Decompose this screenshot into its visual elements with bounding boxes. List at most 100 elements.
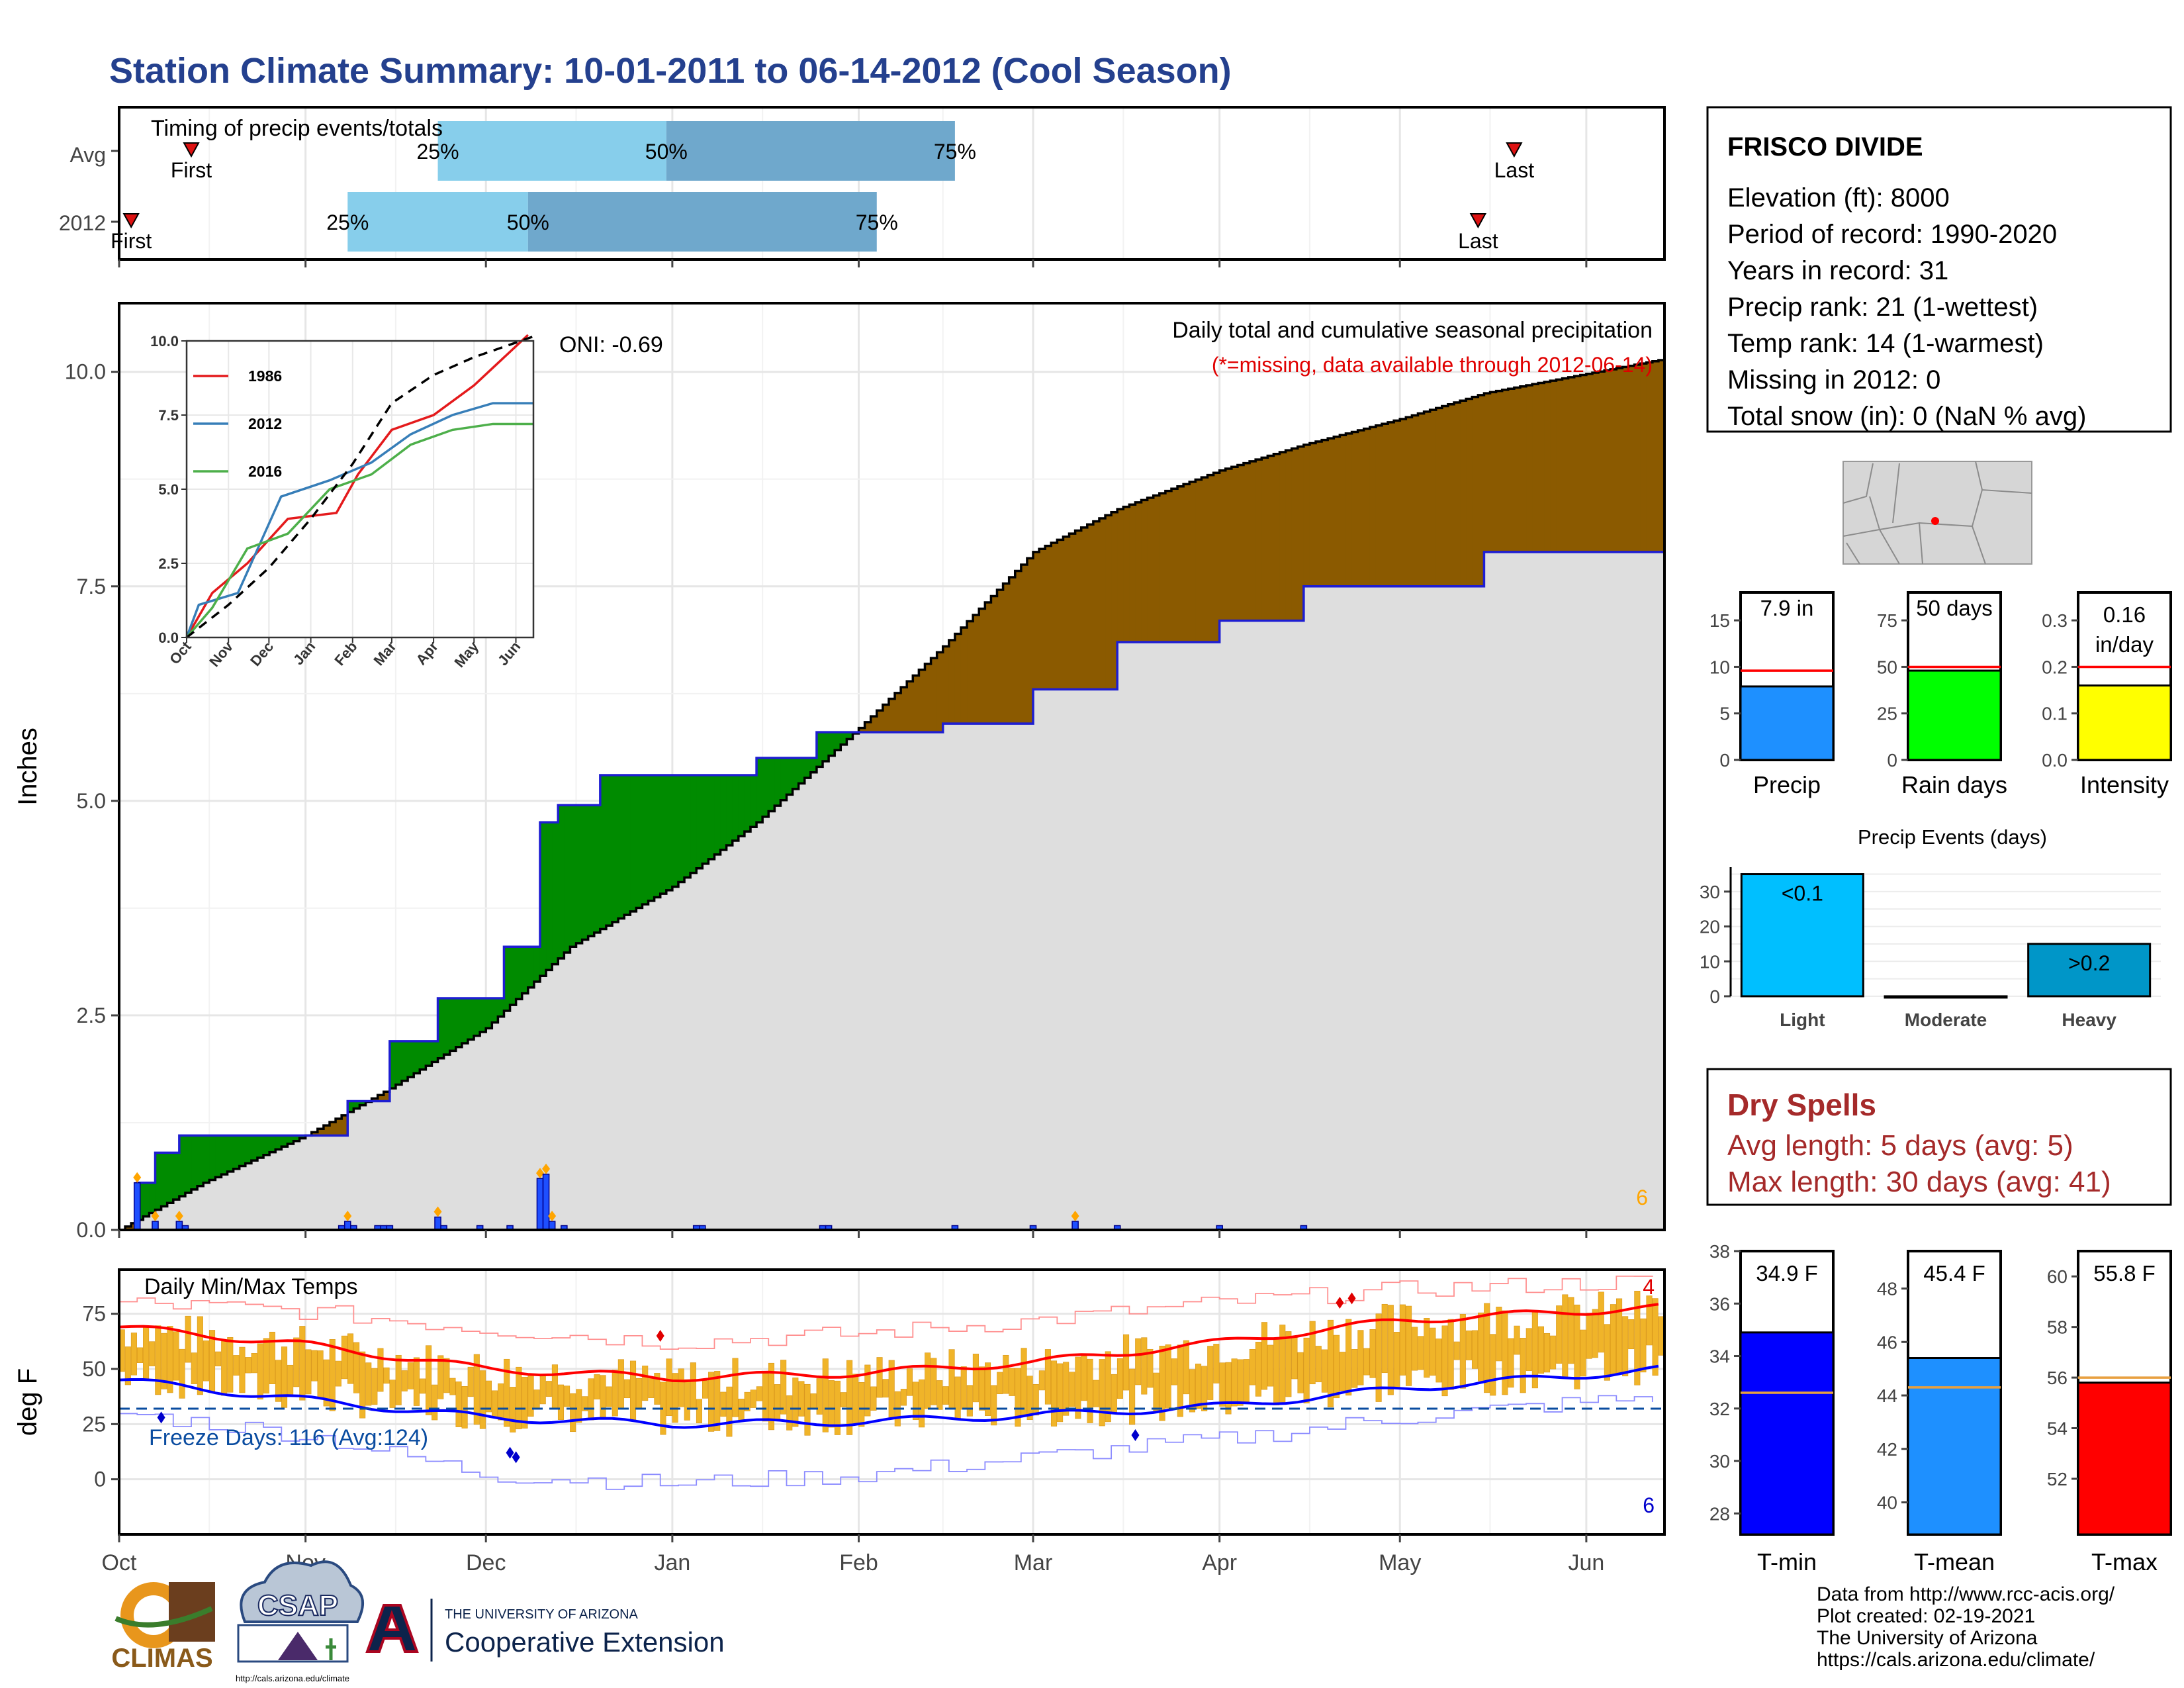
- record-marker: [512, 1451, 520, 1464]
- daily-temp-bar: [828, 1380, 835, 1428]
- x-tick-label: Jan: [654, 1550, 690, 1575]
- daily-temp-bar: [1381, 1303, 1388, 1374]
- dry-spells-avg: Avg length: 5 days (avg: 5): [1727, 1129, 2073, 1162]
- station-info-line: Temp rank: 14 (1-warmest): [1727, 329, 2044, 358]
- season-bar-fill: [2077, 684, 2172, 761]
- daily-temp-bar: [1520, 1337, 1526, 1393]
- surplus-area: [161, 1152, 168, 1207]
- daily-temp-bar: [510, 1387, 516, 1432]
- logo-row: CLIMAS CSAP http://cals.arizona.edu/clim…: [111, 1560, 725, 1683]
- deficit-area: [1466, 399, 1473, 586]
- timing-pct-label: 25%: [326, 211, 369, 234]
- y-tick-label: 0: [1719, 750, 1730, 771]
- daily-temp-bar: [991, 1385, 997, 1426]
- deficit-area: [1334, 436, 1340, 586]
- deficit-area: [125, 1226, 132, 1230]
- surplus-area: [576, 805, 583, 943]
- heavy-event-marker: [1071, 1211, 1079, 1222]
- daily-temp-bar: [1165, 1344, 1171, 1409]
- surplus-area: [233, 1135, 240, 1169]
- y-tick-label: 0.2: [2042, 657, 2068, 677]
- timing-bar-50-75: [666, 121, 955, 181]
- daily-temp-bar: [293, 1337, 300, 1387]
- daily-temp-bar: [179, 1348, 185, 1399]
- timing-pct-label: 50%: [507, 211, 549, 234]
- surplus-area: [269, 1135, 276, 1152]
- y-tick-label: 54: [2047, 1419, 2068, 1439]
- y-tick-label: 40: [1877, 1493, 1897, 1513]
- deficit-area: [1412, 415, 1418, 586]
- daily-temp-bar: [810, 1393, 817, 1410]
- season-bar-label: Rain days: [1901, 771, 2007, 798]
- surplus-area: [467, 998, 475, 1040]
- deficit-area: [1117, 509, 1124, 643]
- surplus-area: [588, 805, 595, 937]
- station-info-line: Years in record: 31: [1727, 256, 1948, 285]
- daily-temp-bar: [1327, 1319, 1334, 1407]
- daily-temp-bar: [972, 1354, 979, 1403]
- page-title: Station Climate Summary: 10-01-2011 to 0…: [109, 51, 1232, 91]
- daily-temp-bar: [774, 1384, 781, 1421]
- surplus-area: [606, 774, 613, 926]
- surplus-area: [564, 805, 570, 953]
- timing-pct-label: 25%: [417, 140, 459, 164]
- daily-temp-bar: [954, 1376, 961, 1419]
- season-bar-label: Precip: [1753, 771, 1821, 798]
- daily-temp-bar: [1315, 1346, 1322, 1383]
- deficit-area: [1087, 524, 1094, 690]
- daily-temp-bar: [696, 1399, 703, 1424]
- heavy-event-marker: [133, 1172, 142, 1183]
- surplus-area: [829, 732, 835, 756]
- deficit-area: [1646, 362, 1653, 552]
- surplus-area: [209, 1135, 216, 1180]
- daily-temp-bar: [185, 1315, 191, 1363]
- daily-temp-bar: [124, 1346, 131, 1385]
- surplus-area: [203, 1135, 210, 1183]
- deficit-area: [1375, 425, 1383, 586]
- deficit-area: [936, 652, 944, 733]
- surplus-area: [257, 1135, 264, 1158]
- deficit-area: [1309, 443, 1316, 586]
- daily-temp-bar: [377, 1348, 384, 1392]
- surplus-area: [185, 1135, 192, 1193]
- deficit-area: [1322, 440, 1328, 586]
- daily-temp-bar: [1297, 1352, 1304, 1393]
- daily-temp-bar: [395, 1354, 402, 1405]
- deficit-area: [1496, 391, 1503, 552]
- deficit-area: [1652, 361, 1659, 552]
- deficit-area: [864, 722, 872, 733]
- daily-temp-bar: [1213, 1344, 1220, 1383]
- deficit-area: [1105, 515, 1112, 690]
- credits-block: Data from http://www.rcc-acis.org/Plot c…: [1817, 1583, 2115, 1671]
- deficit-area: [1640, 363, 1647, 552]
- dry-spells-title: Dry Spells: [1727, 1088, 1876, 1122]
- average-max-temp-line: [118, 1303, 1659, 1383]
- deficit-area: [1081, 527, 1088, 690]
- precip-missing-note: (*=missing, data available through 2012-…: [1212, 353, 1653, 377]
- season-bar-value: 0.16: [2103, 602, 2146, 627]
- y-tick-label: 7.5: [77, 575, 106, 598]
- timing-title: Timing of precip events/totals: [151, 116, 443, 141]
- daily-temp-bar: [1057, 1363, 1064, 1423]
- daily-temp-bar: [1171, 1358, 1177, 1385]
- temp-bar-value: 45.4 F: [1923, 1261, 1985, 1286]
- daily-temp-bar: [1580, 1329, 1586, 1377]
- daily-temp-bar: [413, 1357, 420, 1406]
- deficit-area: [1075, 530, 1082, 690]
- csap-logo: CSAP http://cals.arizona.edu/climate: [236, 1560, 364, 1683]
- surplus-area: [744, 774, 751, 832]
- daily-temp-bar: [942, 1386, 949, 1405]
- daily-temp-bar: [1465, 1331, 1472, 1360]
- deficit-area: [1406, 417, 1412, 586]
- deficit-area: [931, 658, 938, 733]
- surplus-area: [792, 758, 799, 789]
- timing-marker-label: First: [111, 229, 152, 253]
- daily-temp-bar: [1652, 1298, 1659, 1376]
- record-marker: [1131, 1429, 1140, 1441]
- y-tick-label: 20: [1700, 917, 1720, 937]
- deficit-area: [1394, 420, 1400, 586]
- daily-temp-bar: [876, 1357, 883, 1398]
- daily-temp-bar: [551, 1364, 558, 1409]
- daily-temp-bar: [1375, 1313, 1382, 1402]
- deficit-area: [1147, 497, 1154, 643]
